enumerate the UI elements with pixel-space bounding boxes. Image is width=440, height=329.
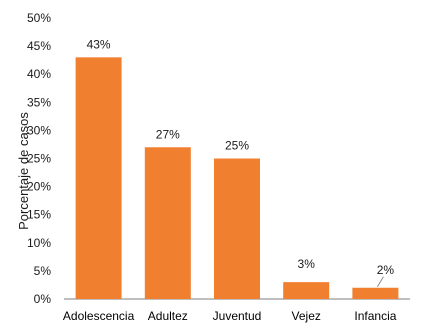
y-tick-label: 25% xyxy=(27,152,51,166)
y-tick-label: 20% xyxy=(27,180,51,194)
y-axis-ticks: 0% 5% 10% 15% 20% 25% 30% 35% 40% 45% 50% xyxy=(27,11,51,306)
y-axis-title: Porcentaje de casos xyxy=(16,112,31,230)
y-tick-label: 0% xyxy=(34,292,52,306)
bar xyxy=(214,158,260,299)
bar xyxy=(283,282,330,299)
bar xyxy=(352,287,399,299)
y-tick-label: 35% xyxy=(27,95,51,109)
data-label: 3% xyxy=(298,257,316,271)
bar xyxy=(75,57,122,300)
data-label: 2% xyxy=(377,263,395,277)
category-labels-group: Adolescencia Adultez Juventud Vejez Infancia xyxy=(63,309,397,323)
category-label: Infancia xyxy=(354,309,396,323)
category-label: Adolescencia xyxy=(63,309,135,323)
y-tick-label: 30% xyxy=(27,123,51,137)
data-label: 43% xyxy=(87,37,111,51)
y-tick-label: 45% xyxy=(27,39,51,53)
category-label: Juventud xyxy=(213,309,262,323)
category-label: Adultez xyxy=(148,309,188,323)
data-labels-group: 43% 27% 25% 3% 2% xyxy=(87,37,395,288)
category-label: Vejez xyxy=(292,309,321,323)
y-tick-label: 50% xyxy=(27,11,51,25)
y-tick-label: 5% xyxy=(34,264,52,278)
bar xyxy=(144,147,191,299)
y-tick-label: 40% xyxy=(27,67,51,81)
y-tick-label: 10% xyxy=(27,236,51,250)
data-label: 25% xyxy=(225,139,249,153)
data-label: 27% xyxy=(156,127,180,141)
bars-group xyxy=(75,57,399,300)
y-tick-label: 15% xyxy=(27,208,51,222)
data-label-leader-line xyxy=(376,276,384,288)
